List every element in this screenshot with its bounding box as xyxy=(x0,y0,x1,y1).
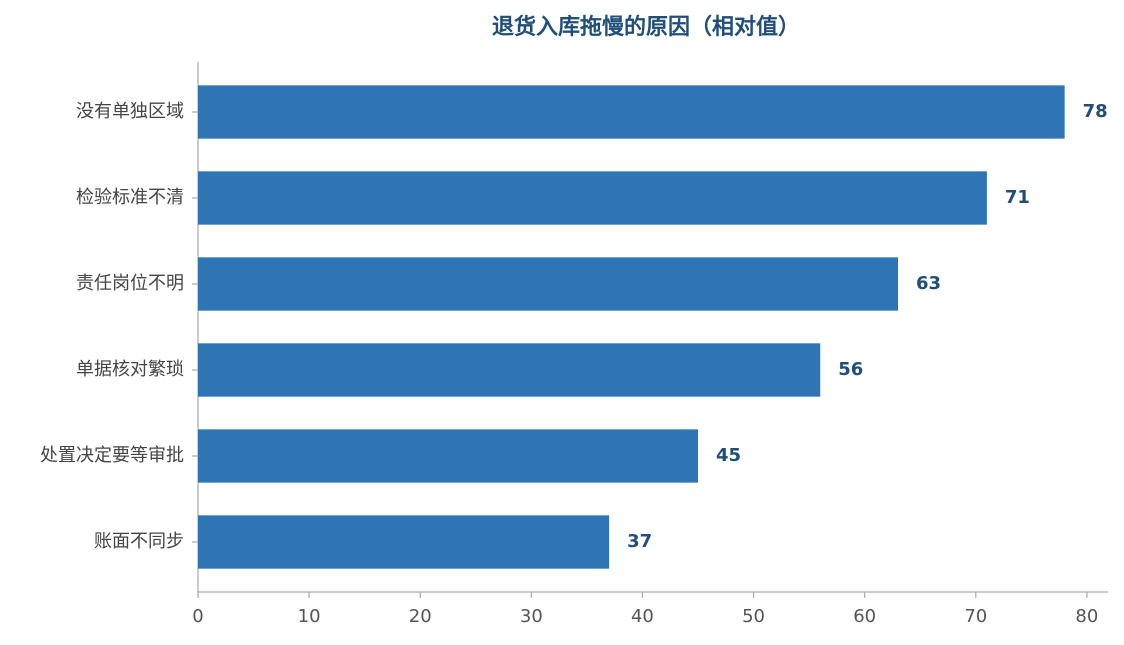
y-tick-label: 账面不同步 xyxy=(94,531,184,552)
y-tick-label: 处置决定要等审批 xyxy=(40,445,184,466)
bar xyxy=(198,85,1065,139)
x-tick-label: 60 xyxy=(853,606,876,627)
x-tick-label: 0 xyxy=(192,606,203,627)
chart-title: 退货入库拖慢的原因（相对值） xyxy=(492,14,800,40)
x-tick-label: 20 xyxy=(409,606,432,627)
y-tick-label: 检验标准不清 xyxy=(76,187,184,208)
y-tick-label: 责任岗位不明 xyxy=(76,273,184,294)
x-tick-label: 30 xyxy=(520,606,543,627)
bar xyxy=(198,257,898,311)
y-tick-label: 没有单独区域 xyxy=(76,101,184,122)
value-label: 71 xyxy=(1005,187,1030,208)
bar xyxy=(198,343,821,397)
value-label: 45 xyxy=(716,445,741,466)
bar xyxy=(198,429,698,483)
x-tick-label: 10 xyxy=(298,606,321,627)
x-tick-label: 80 xyxy=(1075,606,1098,627)
bar xyxy=(198,515,610,569)
bar xyxy=(198,171,987,225)
value-label: 56 xyxy=(838,359,863,380)
y-tick-label: 单据核对繁琐 xyxy=(76,359,184,380)
value-label: 37 xyxy=(627,531,652,552)
x-tick-label: 50 xyxy=(742,606,765,627)
value-label: 78 xyxy=(1083,101,1108,122)
x-tick-label: 70 xyxy=(964,606,987,627)
x-tick-label: 40 xyxy=(631,606,654,627)
value-label: 63 xyxy=(916,273,941,294)
